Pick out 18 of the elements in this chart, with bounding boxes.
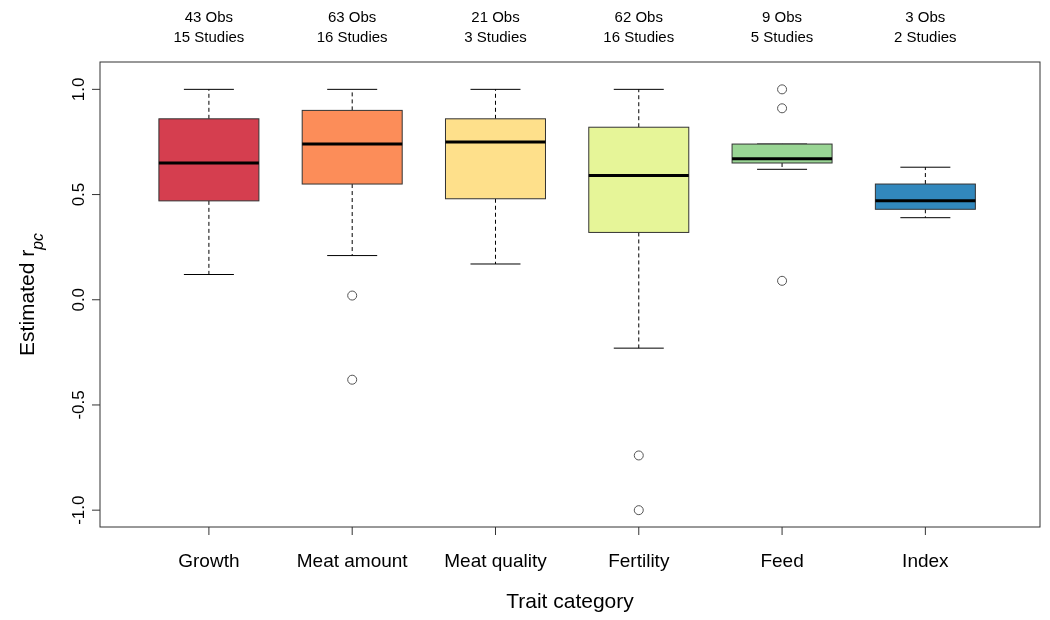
x-tick-label: Index [902, 550, 950, 571]
text: 62 Obs 16 Studies [603, 8, 675, 45]
y-tick-label: 1.0 [69, 77, 88, 102]
x-tick-label: Feed [760, 550, 804, 571]
text: 63 Obs 16 Studies [316, 8, 388, 45]
y-tick-label: -1.0 [69, 495, 88, 525]
text: 21 Obs 3 Studies [464, 8, 527, 45]
text: 9 Obs 5 Studies [750, 8, 814, 45]
y-tick-label: 0.5 [69, 182, 88, 207]
y-tick-label: -0.5 [69, 390, 88, 420]
text: 43 Obs 15 Studies [173, 8, 245, 45]
x-tick-label: Growth [178, 550, 240, 571]
x-tick-label: Meat quality [444, 550, 548, 571]
text: 3 Obs 2 Studies [894, 8, 957, 45]
x-tick-label: Meat amount [296, 550, 409, 571]
x-tick-label: Fertility [608, 550, 670, 571]
y-tick-label: 0.0 [69, 287, 88, 312]
x-axis-title: Trait category [506, 589, 635, 612]
